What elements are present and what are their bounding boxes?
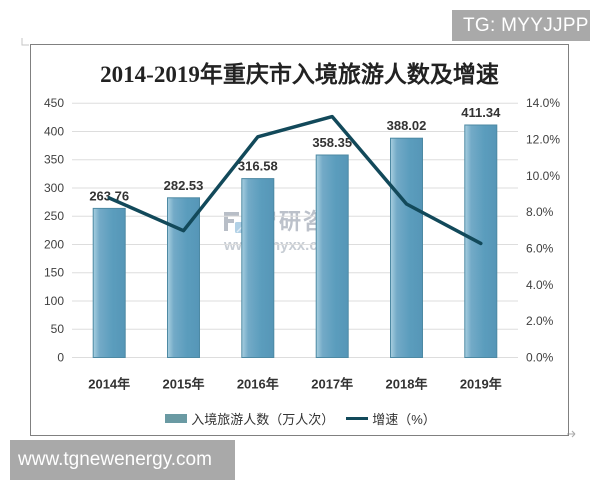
svg-text:358.35: 358.35 [312, 135, 352, 150]
svg-text:2018年: 2018年 [386, 377, 428, 392]
svg-text:50: 50 [51, 322, 65, 336]
svg-text:411.34: 411.34 [461, 105, 501, 120]
svg-text:2017年: 2017年 [311, 377, 353, 392]
svg-text:2014年: 2014年 [88, 377, 130, 392]
svg-text:263.76: 263.76 [89, 188, 129, 203]
svg-text:0: 0 [57, 351, 64, 365]
svg-text:10.0%: 10.0% [526, 169, 560, 183]
svg-text:2019年: 2019年 [460, 377, 502, 392]
svg-text:388.02: 388.02 [387, 118, 427, 133]
svg-text:6.0%: 6.0% [526, 242, 554, 256]
svg-text:300: 300 [44, 181, 64, 195]
svg-text:8.0%: 8.0% [526, 205, 554, 219]
svg-text:250: 250 [44, 209, 64, 223]
svg-text:2015年: 2015年 [163, 377, 205, 392]
svg-text:400: 400 [44, 125, 64, 139]
svg-text:0.0%: 0.0% [526, 351, 554, 365]
svg-text:100: 100 [44, 294, 64, 308]
svg-text:450: 450 [44, 96, 64, 110]
svg-text:282.53: 282.53 [164, 178, 204, 193]
svg-text:4.0%: 4.0% [526, 278, 554, 292]
svg-text:200: 200 [44, 238, 64, 252]
svg-text:350: 350 [44, 153, 64, 167]
svg-text:316.58: 316.58 [238, 159, 278, 174]
svg-text:2016年: 2016年 [237, 377, 279, 392]
svg-text:2.0%: 2.0% [526, 314, 554, 328]
svg-text:12.0%: 12.0% [526, 133, 560, 147]
svg-text:14.0%: 14.0% [526, 96, 560, 110]
svg-text:150: 150 [44, 266, 64, 280]
